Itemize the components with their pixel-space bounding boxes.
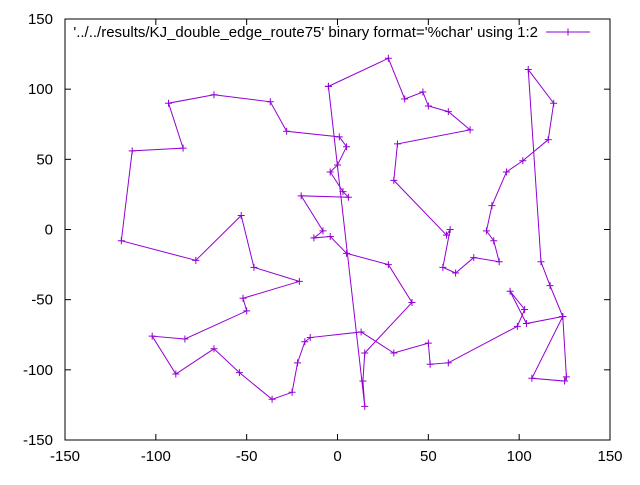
data-point-marker	[250, 263, 258, 271]
x-tick-label: 100	[507, 448, 532, 465]
data-point-marker	[519, 157, 527, 165]
data-point-marker	[439, 263, 447, 271]
data-point-marker	[192, 256, 200, 264]
data-point-marker	[237, 211, 245, 219]
data-point-marker	[239, 294, 247, 302]
data-point-marker	[524, 66, 532, 74]
data-point-marker	[334, 161, 341, 169]
data-point-marker	[210, 345, 218, 353]
data-point-marker	[165, 99, 173, 107]
x-tick-label: -100	[141, 448, 171, 465]
data-point-marker	[268, 395, 276, 403]
data-point-marker	[506, 287, 514, 295]
x-tick-label: 150	[597, 448, 622, 465]
data-point-marker	[243, 307, 251, 315]
data-point-marker	[444, 359, 452, 367]
y-tick-label: 50	[36, 151, 53, 168]
data-point-marker	[339, 188, 347, 196]
data-point-marker	[482, 227, 490, 235]
data-point-marker	[546, 282, 554, 290]
data-point-marker	[424, 102, 432, 110]
data-point-marker	[444, 108, 452, 116]
data-point-marker	[424, 339, 432, 347]
data-point-marker	[297, 192, 305, 200]
data-point-marker	[310, 234, 318, 242]
data-point-marker	[408, 298, 416, 306]
data-point-marker	[561, 377, 569, 385]
data-point-marker	[419, 88, 427, 96]
data-point-marker	[301, 338, 309, 346]
data-point-marker	[326, 233, 334, 241]
data-point-marker	[361, 402, 369, 410]
data-point-marker	[393, 140, 401, 148]
y-tick-label: 100	[28, 81, 53, 98]
series-line	[120, 57, 567, 407]
data-point-marker	[361, 349, 369, 357]
data-point-marker	[128, 147, 136, 155]
data-point-marker	[443, 231, 450, 239]
x-tick-label: 0	[333, 448, 341, 465]
data-point-marker	[235, 369, 243, 377]
data-point-marker	[544, 136, 552, 144]
data-point-marker	[452, 269, 460, 277]
data-point-marker	[326, 168, 334, 176]
data-point-marker	[550, 99, 558, 107]
y-tick-label: -100	[23, 362, 53, 379]
data-point-marker	[426, 360, 434, 368]
data-point-marker	[521, 305, 529, 313]
x-tick-label: 50	[420, 448, 437, 465]
data-point-marker	[324, 82, 332, 90]
data-point-marker	[522, 320, 530, 328]
data-point-marker	[344, 193, 352, 201]
data-point-marker	[502, 168, 510, 176]
data-point-marker	[172, 370, 180, 378]
data-point-marker	[390, 349, 398, 357]
data-point-marker	[335, 133, 343, 141]
data-point-marker	[266, 98, 274, 106]
y-tick-label: -50	[31, 292, 53, 309]
data-point-marker	[466, 126, 474, 134]
x-tick-label: -150	[50, 448, 80, 465]
data-point-marker	[294, 359, 302, 367]
data-point-marker	[384, 261, 392, 269]
data-point-marker	[562, 373, 570, 381]
legend-label: '../../results/KJ_double_edge_route75' b…	[73, 24, 538, 41]
series-layer	[117, 54, 570, 410]
data-point-marker	[306, 334, 314, 342]
data-point-marker	[210, 91, 218, 99]
data-point-marker	[179, 144, 187, 152]
data-point-marker	[343, 249, 351, 257]
data-point-marker	[490, 237, 498, 245]
data-point-marker	[148, 332, 156, 340]
data-point-marker	[181, 335, 189, 343]
data-point-marker	[559, 313, 567, 321]
data-point-marker	[319, 227, 327, 235]
data-point-marker	[401, 95, 409, 103]
data-point-marker	[446, 226, 454, 233]
data-point-marker	[343, 143, 351, 151]
data-point-marker	[283, 127, 291, 135]
data-point-marker	[470, 254, 478, 262]
axes-layer: -150 -100 -50 0 50 100 150 -150 -100 -50 0 50 100 150	[23, 11, 623, 465]
legend-marker-sample	[564, 28, 572, 36]
x-tick-label: -50	[236, 448, 258, 465]
data-point-marker	[384, 54, 392, 62]
data-point-marker	[359, 377, 367, 385]
data-point-marker	[513, 322, 521, 330]
data-point-marker	[488, 202, 496, 210]
y-tick-label: -150	[23, 432, 53, 449]
legend: '../../results/KJ_double_edge_route75' b…	[73, 24, 590, 41]
y-tick-label: 0	[45, 222, 53, 239]
data-point-marker	[528, 374, 536, 382]
y-tick-label: 150	[28, 11, 53, 28]
data-point-marker	[390, 176, 398, 184]
data-point-marker	[295, 277, 303, 285]
data-point-marker	[288, 388, 296, 396]
data-point-marker	[357, 328, 365, 336]
data-point-marker	[537, 258, 545, 266]
data-point-marker	[495, 258, 503, 266]
data-point-marker	[117, 237, 125, 245]
